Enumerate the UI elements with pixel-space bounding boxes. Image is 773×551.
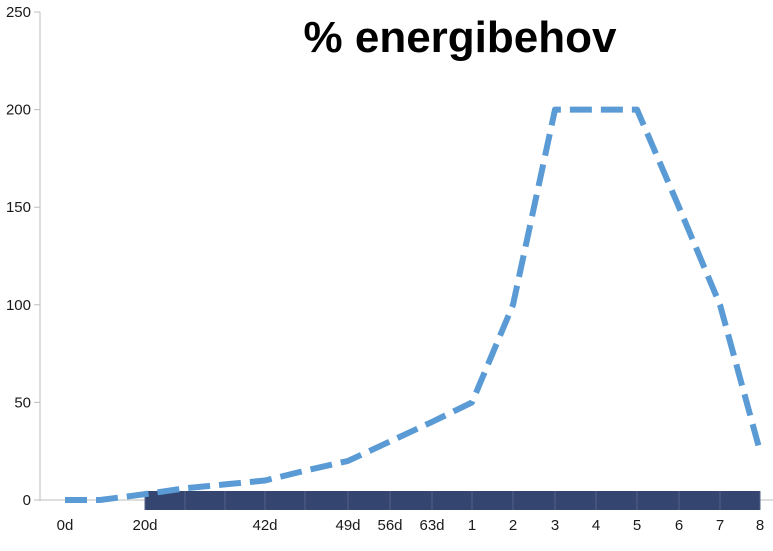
x-tick-label: 0d bbox=[57, 517, 74, 534]
y-ticks: 0 50 100 150 200 250 bbox=[6, 4, 40, 509]
x-tick-label: 63d bbox=[419, 517, 444, 534]
x-tick-label: 5 bbox=[633, 517, 641, 534]
x-tick-label: 20d bbox=[132, 517, 157, 534]
y-tick-label: 100 bbox=[6, 297, 31, 314]
x-tick-label: 4 bbox=[592, 517, 600, 534]
x-tick-label: 6 bbox=[675, 517, 683, 534]
y-tick-label: 50 bbox=[14, 394, 31, 411]
x-tick-label: 8 bbox=[756, 517, 764, 534]
series-line bbox=[65, 106, 763, 503]
x-tick-label: 42d bbox=[252, 517, 277, 534]
chart-title: % energibehov bbox=[304, 13, 617, 62]
y-tick-label: 0 bbox=[23, 492, 31, 509]
x-tick-label: 1 bbox=[468, 517, 476, 534]
x-tick-label: 56d bbox=[377, 517, 402, 534]
x-tick-label: 3 bbox=[551, 517, 559, 534]
series bbox=[65, 106, 763, 503]
timeline-band bbox=[144, 491, 761, 510]
y-tick-label: 250 bbox=[6, 4, 31, 21]
y-tick-label: 150 bbox=[6, 199, 31, 216]
timeline-band-bar bbox=[145, 491, 760, 510]
x-tick-label: 49d bbox=[335, 517, 360, 534]
x-tick-label: 7 bbox=[716, 517, 724, 534]
x-ticks: 0d 20d 42d 49d 56d 63d 1 2 3 4 5 6 7 8 bbox=[57, 517, 765, 534]
y-tick-label: 200 bbox=[6, 102, 31, 119]
x-tick-label: 2 bbox=[509, 517, 517, 534]
